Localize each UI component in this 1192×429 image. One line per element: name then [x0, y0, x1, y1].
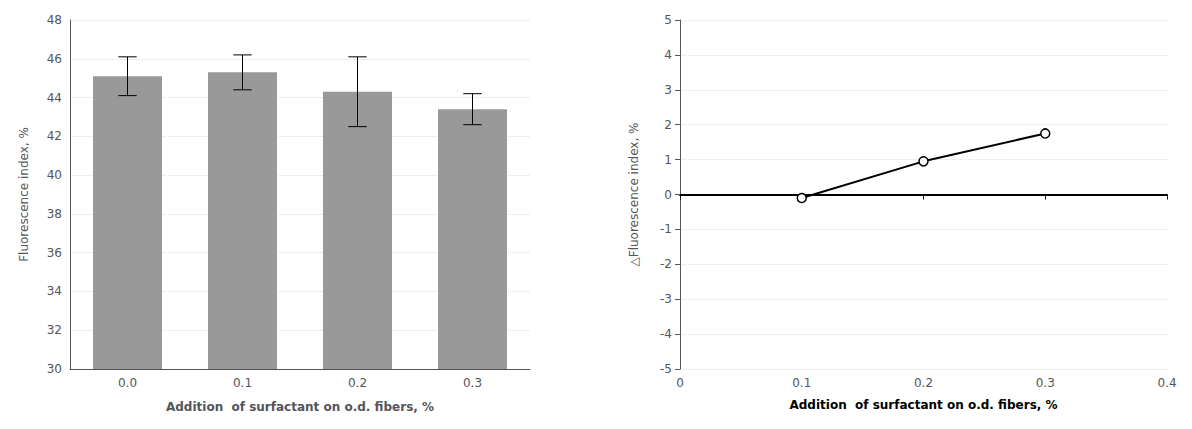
svg-text:-1: -1: [660, 222, 672, 236]
svg-text:38: 38: [47, 207, 62, 221]
svg-text:-4: -4: [660, 327, 672, 341]
svg-text:2: 2: [664, 118, 672, 132]
svg-text:0: 0: [676, 376, 684, 390]
svg-text:3: 3: [664, 83, 672, 97]
svg-text:Addition of surfactant on o.d: Addition of surfactant on o.d. fibers, %: [166, 400, 434, 414]
svg-text:42: 42: [47, 129, 62, 143]
svg-text:5: 5: [664, 13, 672, 27]
svg-text:0.1: 0.1: [792, 376, 811, 390]
svg-text:36: 36: [47, 246, 62, 260]
svg-text:0.1: 0.1: [233, 376, 252, 390]
svg-text:4: 4: [664, 48, 672, 62]
svg-text:48: 48: [47, 13, 62, 27]
svg-text:0.2: 0.2: [348, 376, 367, 390]
svg-text:0: 0: [664, 188, 672, 202]
svg-text:0.4: 0.4: [1157, 376, 1176, 390]
svg-text:-5: -5: [660, 362, 672, 376]
svg-text:30: 30: [47, 362, 62, 376]
svg-text:-3: -3: [660, 292, 672, 306]
svg-text:1: 1: [664, 153, 672, 167]
svg-text:46: 46: [47, 52, 62, 66]
svg-text:Fluorescence index, %: Fluorescence index, %: [17, 127, 31, 262]
svg-text:32: 32: [47, 323, 62, 337]
svg-text:40: 40: [47, 168, 62, 182]
svg-text:0.2: 0.2: [914, 376, 933, 390]
svg-text:34: 34: [47, 284, 62, 298]
svg-text:44: 44: [47, 91, 62, 105]
svg-text:0.3: 0.3: [463, 376, 482, 390]
svg-text:Addition of surfactant on o.d: Addition of surfactant on o.d. fibers, %: [789, 398, 1057, 412]
svg-text:0.0: 0.0: [118, 376, 137, 390]
svg-text:△Fluorescence index, %: △Fluorescence index, %: [627, 123, 641, 267]
svg-text:-2: -2: [660, 257, 672, 271]
svg-text:0.3: 0.3: [1036, 376, 1055, 390]
